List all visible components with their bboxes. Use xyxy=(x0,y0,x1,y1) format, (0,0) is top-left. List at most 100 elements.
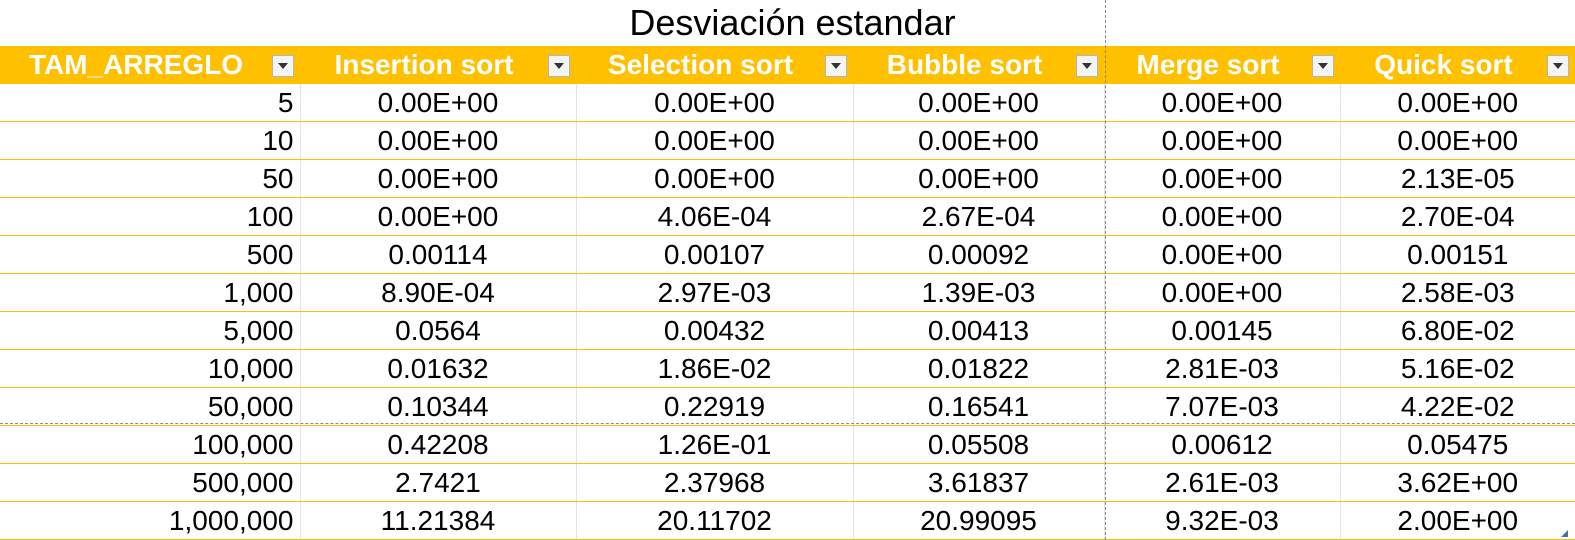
cell-bubble-sort[interactable]: 1.39E-03 xyxy=(852,273,1104,312)
cell-insertion-sort[interactable]: 2.7421 xyxy=(299,463,576,502)
table-row: 500 0.00114 0.00107 0.00092 0.00E+00 0.0… xyxy=(0,235,1575,274)
cell-bubble-sort[interactable]: 0.00E+00 xyxy=(852,84,1104,122)
cell-insertion-sort[interactable]: 0.10344 xyxy=(299,387,576,426)
table-row: 1,000,000 11.21384 20.11702 20.99095 9.3… xyxy=(0,501,1575,540)
sheet-title: Desviación estandar xyxy=(629,2,956,43)
cell-quick-sort[interactable]: 2.00E+00 xyxy=(1339,501,1575,540)
cell-merge-sort[interactable]: 0.00E+00 xyxy=(1103,121,1340,160)
cell-merge-sort[interactable]: 0.00E+00 xyxy=(1103,273,1340,312)
cell-tam-arreglo[interactable]: 5,000 xyxy=(0,311,300,350)
cell-merge-sort[interactable]: 0.00E+00 xyxy=(1103,159,1340,198)
table-row: 5,000 0.0564 0.00432 0.00413 0.00145 6.8… xyxy=(0,311,1575,350)
cell-merge-sort[interactable]: 9.32E-03 xyxy=(1103,501,1340,540)
table-row: 50 0.00E+00 0.00E+00 0.00E+00 0.00E+00 2… xyxy=(0,159,1575,198)
cell-insertion-sort[interactable]: 0.0564 xyxy=(299,311,576,350)
cell-selection-sort[interactable]: 1.26E-01 xyxy=(575,425,853,464)
column-header-quick-sort: Quick sort xyxy=(1340,46,1575,84)
cell-bubble-sort[interactable]: 0.00E+00 xyxy=(852,121,1104,160)
cell-tam-arreglo[interactable]: 1,000 xyxy=(0,273,300,312)
cell-insertion-sort[interactable]: 0.00E+00 xyxy=(299,197,576,236)
cell-selection-sort[interactable]: 0.00432 xyxy=(575,311,853,350)
cell-bubble-sort[interactable]: 3.61837 xyxy=(852,463,1104,502)
filter-dropdown-button[interactable] xyxy=(825,55,847,77)
cell-selection-sort[interactable]: 0.00E+00 xyxy=(575,159,853,198)
cell-quick-sort[interactable]: 6.80E-02 xyxy=(1339,311,1575,350)
cell-bubble-sort[interactable]: 20.99095 xyxy=(852,501,1104,540)
cell-selection-sort[interactable]: 0.00E+00 xyxy=(575,121,853,160)
filter-dropdown-button[interactable] xyxy=(1312,55,1334,77)
cell-selection-sort[interactable]: 20.11702 xyxy=(575,501,853,540)
cell-selection-sort[interactable]: 1.86E-02 xyxy=(575,349,853,388)
cell-quick-sort[interactable]: 0.00151 xyxy=(1339,235,1575,274)
cell-tam-arreglo[interactable]: 10,000 xyxy=(0,349,300,388)
cell-merge-sort[interactable]: 0.00612 xyxy=(1103,425,1340,464)
cell-bubble-sort[interactable]: 0.01822 xyxy=(852,349,1104,388)
cell-merge-sort[interactable]: 0.00145 xyxy=(1103,311,1340,350)
cell-merge-sort[interactable]: 2.81E-03 xyxy=(1103,349,1340,388)
cell-quick-sort[interactable]: 0.05475 xyxy=(1339,425,1575,464)
chevron-down-icon xyxy=(1553,63,1563,69)
cell-quick-sort[interactable]: 4.22E-02 xyxy=(1339,387,1575,426)
column-header-label: Selection sort xyxy=(607,49,794,80)
cell-selection-sort[interactable]: 0.22919 xyxy=(575,387,853,426)
cell-tam-arreglo[interactable]: 50,000 xyxy=(0,387,300,426)
cell-tam-arreglo[interactable]: 100 xyxy=(0,197,300,236)
table-resize-handle-icon[interactable] xyxy=(1560,529,1568,537)
data-table: TAM_ARREGLO Insertion sort Selection sor… xyxy=(0,46,1575,540)
cell-insertion-sort[interactable]: 0.42208 xyxy=(299,425,576,464)
cell-quick-sort[interactable]: 0.00E+00 xyxy=(1339,84,1575,122)
cell-selection-sort[interactable]: 0.00E+00 xyxy=(575,84,853,122)
table-row: 1,000 8.90E-04 2.97E-03 1.39E-03 0.00E+0… xyxy=(0,273,1575,312)
cell-insertion-sort[interactable]: 0.00E+00 xyxy=(299,121,576,160)
cell-tam-arreglo[interactable]: 1,000,000 xyxy=(0,501,300,540)
table-row: 100 0.00E+00 4.06E-04 2.67E-04 0.00E+00 … xyxy=(0,197,1575,236)
cell-bubble-sort[interactable]: 2.67E-04 xyxy=(852,197,1104,236)
cell-bubble-sort[interactable]: 0.00413 xyxy=(852,311,1104,350)
column-header-label: TAM_ARREGLO xyxy=(28,49,244,80)
cell-tam-arreglo[interactable]: 50 xyxy=(0,159,300,198)
cell-insertion-sort[interactable]: 0.01632 xyxy=(299,349,576,388)
filter-dropdown-button[interactable] xyxy=(548,55,570,77)
cell-bubble-sort[interactable]: 0.00092 xyxy=(852,235,1104,274)
cell-bubble-sort[interactable]: 0.16541 xyxy=(852,387,1104,426)
cell-quick-sort[interactable]: 3.62E+00 xyxy=(1339,463,1575,502)
cell-selection-sort[interactable]: 0.00107 xyxy=(575,235,853,274)
cell-insertion-sort[interactable]: 0.00114 xyxy=(299,235,576,274)
cell-merge-sort[interactable]: 2.61E-03 xyxy=(1103,463,1340,502)
cell-bubble-sort[interactable]: 0.05508 xyxy=(852,425,1104,464)
cell-quick-sort[interactable]: 5.16E-02 xyxy=(1339,349,1575,388)
filter-dropdown-button[interactable] xyxy=(1076,55,1098,77)
cell-insertion-sort[interactable]: 11.21384 xyxy=(299,501,576,540)
chevron-down-icon xyxy=(554,63,564,69)
cell-insertion-sort[interactable]: 8.90E-04 xyxy=(299,273,576,312)
header-row: TAM_ARREGLO Insertion sort Selection sor… xyxy=(0,46,1575,84)
cell-quick-sort[interactable]: 2.13E-05 xyxy=(1339,159,1575,198)
cell-merge-sort[interactable]: 0.00E+00 xyxy=(1103,84,1340,122)
cell-insertion-sort[interactable]: 0.00E+00 xyxy=(299,159,576,198)
cell-bubble-sort[interactable]: 0.00E+00 xyxy=(852,159,1104,198)
cell-merge-sort[interactable]: 7.07E-03 xyxy=(1103,387,1340,426)
cell-merge-sort[interactable]: 0.00E+00 xyxy=(1103,235,1340,274)
cell-tam-arreglo[interactable]: 10 xyxy=(0,121,300,160)
cell-insertion-sort[interactable]: 0.00E+00 xyxy=(299,84,576,122)
cell-quick-sort[interactable]: 2.70E-04 xyxy=(1339,197,1575,236)
cell-tam-arreglo[interactable]: 500,000 xyxy=(0,463,300,502)
table-row: 100,000 0.42208 1.26E-01 0.05508 0.00612… xyxy=(0,425,1575,464)
column-header-insertion-sort: Insertion sort xyxy=(300,46,576,84)
chevron-down-icon xyxy=(1318,63,1328,69)
cell-tam-arreglo[interactable]: 100,000 xyxy=(0,425,300,464)
table-row: 5 0.00E+00 0.00E+00 0.00E+00 0.00E+00 0.… xyxy=(0,84,1575,122)
cell-selection-sort[interactable]: 2.37968 xyxy=(575,463,853,502)
cell-tam-arreglo[interactable]: 500 xyxy=(0,235,300,274)
cell-quick-sort[interactable]: 2.58E-03 xyxy=(1339,273,1575,312)
column-header-tam-arreglo: TAM_ARREGLO xyxy=(0,46,300,84)
column-header-merge-sort: Merge sort xyxy=(1104,46,1340,84)
cell-selection-sort[interactable]: 4.06E-04 xyxy=(575,197,853,236)
cell-selection-sort[interactable]: 2.97E-03 xyxy=(575,273,853,312)
column-header-label: Merge sort xyxy=(1136,49,1280,80)
filter-dropdown-button[interactable] xyxy=(1547,55,1569,77)
cell-merge-sort[interactable]: 0.00E+00 xyxy=(1103,197,1340,236)
filter-dropdown-button[interactable] xyxy=(272,55,294,77)
cell-quick-sort[interactable]: 0.00E+00 xyxy=(1339,121,1575,160)
cell-tam-arreglo[interactable]: 5 xyxy=(0,84,300,122)
